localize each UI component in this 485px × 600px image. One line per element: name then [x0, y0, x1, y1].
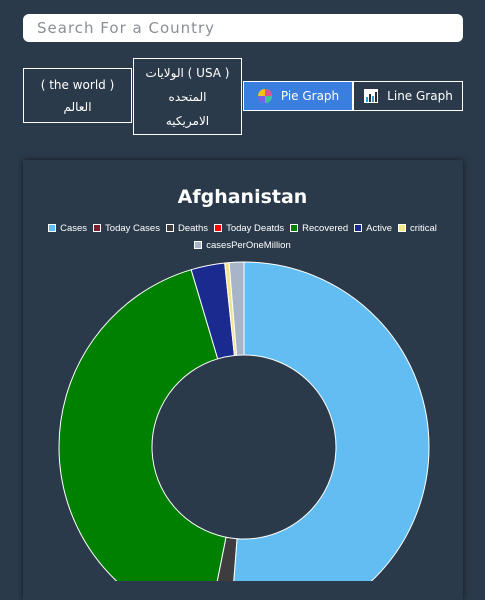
- pie-graph-label: Pie Graph: [280, 89, 340, 103]
- legend-label: critical: [409, 222, 437, 234]
- legend-item[interactable]: Active: [354, 222, 392, 234]
- pie-slice-casesperonemillion[interactable]: [228, 261, 245, 356]
- line-chart-icon: [364, 89, 379, 103]
- legend-swatch: [290, 224, 299, 232]
- legend-label: Today Deatds: [226, 222, 285, 234]
- line-graph-button[interactable]: Line Graph: [353, 81, 463, 111]
- usa-button-label-2: المتحده: [168, 89, 207, 104]
- legend-label: Today Cases: [105, 222, 160, 234]
- legend-label: Recovered: [302, 222, 349, 234]
- legend-swatch: [194, 241, 203, 249]
- pie-slice-cases[interactable]: [230, 261, 430, 581]
- legend-label: Cases: [60, 222, 88, 234]
- legend-item[interactable]: Cases: [48, 222, 87, 234]
- usa-button-label-1: الولايات ( USA ): [145, 65, 230, 80]
- pie-graph-button[interactable]: Pie Graph: [243, 81, 353, 111]
- usa-button-label-3: الامريكيه: [165, 113, 210, 128]
- pie-chart-icon: [257, 89, 272, 103]
- world-button[interactable]: ( the world ) العالم: [23, 68, 132, 123]
- legend-swatch: [354, 224, 363, 232]
- usa-button[interactable]: الولايات ( USA ) المتحده الامريكيه: [133, 58, 242, 135]
- line-graph-label: Line Graph: [387, 89, 453, 103]
- world-button-label-ar: العالم: [63, 99, 92, 114]
- legend-item[interactable]: Today Cases: [93, 222, 160, 234]
- legend-swatch: [214, 224, 223, 232]
- legend-item[interactable]: Today Deatds: [214, 222, 284, 234]
- legend-item[interactable]: Recovered: [290, 222, 348, 234]
- legend-swatch: [93, 224, 102, 232]
- search-bar[interactable]: [23, 14, 463, 42]
- doughnut-chart: [58, 261, 430, 581]
- legend-item[interactable]: casesPerOneMillion: [194, 239, 291, 251]
- pie-slice-recovered[interactable]: [58, 269, 227, 581]
- legend-item[interactable]: critical: [397, 222, 437, 234]
- search-input[interactable]: [35, 18, 451, 38]
- legend-swatch: [165, 224, 174, 232]
- world-button-label-en: ( the world ): [40, 77, 115, 92]
- chart-legend: Cases Today Cases Deaths Today Deatds Recove…: [30, 222, 455, 251]
- legend-label: casesPerOneMillion: [206, 239, 291, 251]
- legend-item[interactable]: Deaths: [165, 222, 209, 234]
- legend-label: Active: [366, 222, 392, 234]
- legend-swatch: [48, 224, 57, 232]
- legend-label: Deaths: [177, 222, 209, 234]
- chart-title: Afghanistan: [177, 186, 308, 208]
- legend-swatch: [397, 224, 406, 232]
